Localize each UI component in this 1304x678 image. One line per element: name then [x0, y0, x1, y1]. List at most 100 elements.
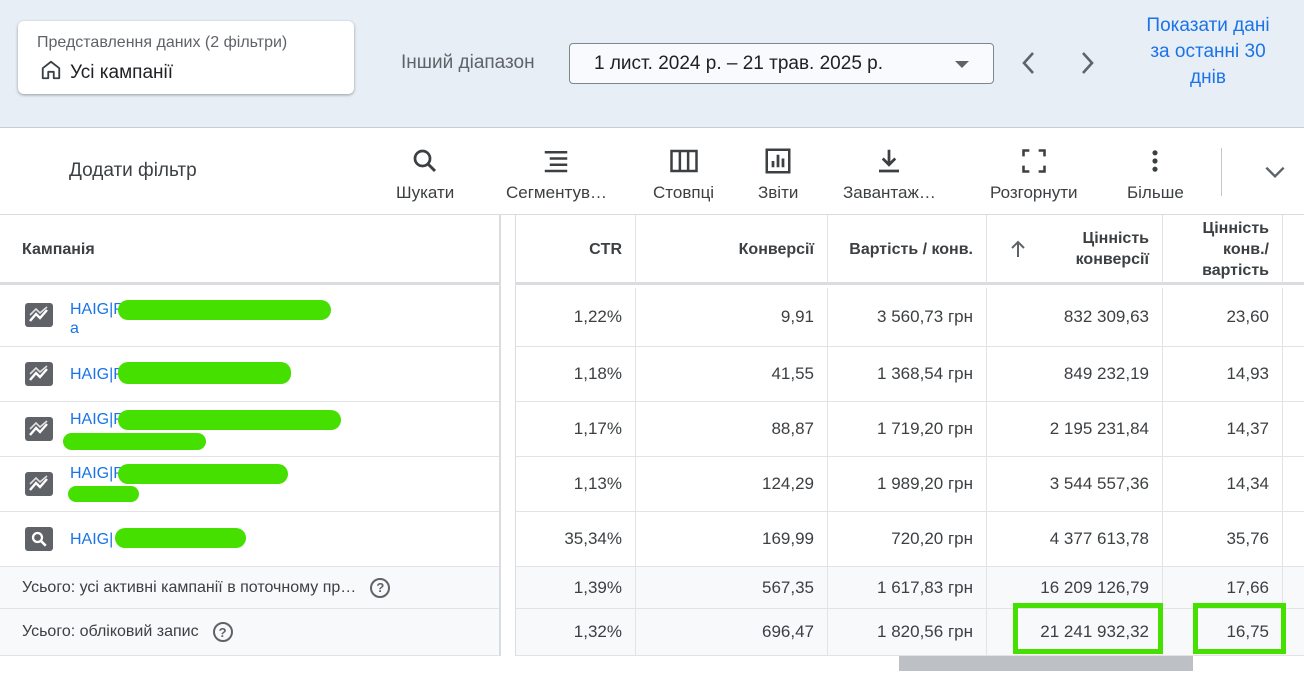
performance-campaign-icon [25, 417, 53, 441]
redaction-mark [115, 528, 246, 548]
header-conversions[interactable]: Конверсії [636, 215, 828, 283]
fullscreen-icon [1018, 145, 1050, 177]
table-toolbar: Додати фільтр Шукати Сегментув… Стовпці … [0, 129, 1304, 215]
date-range-value: 1 лист. 2024 р. – 21 трав. 2025 р. [594, 52, 884, 74]
help-icon[interactable]: ? [212, 622, 233, 642]
cell-conversions: 9,91 [636, 288, 828, 346]
cell-ctr: 1,17% [516, 402, 636, 456]
cell-cost-per-conv: 1 989,20 грн [828, 457, 987, 511]
cell-value-per-cost: 14,93 [1163, 347, 1283, 401]
horizontal-scrollbar[interactable] [899, 656, 1193, 671]
cell-ctr: 1,39% [516, 567, 636, 608]
reports-icon [762, 145, 794, 177]
campaign-name-link[interactable]: HAIG|P [70, 366, 124, 383]
date-range-label: Інший діапазон [401, 52, 535, 73]
table-row: HAIG|P a 1,22% 9,91 3 560,73 грн 832 309… [0, 288, 1304, 347]
chevron-left-icon [1022, 52, 1034, 74]
next-period-button[interactable] [1075, 50, 1099, 76]
cell-conv-value: 4 377 613,78 [987, 512, 1163, 566]
table-row: HAIG|P 1,17% 88,87 1 719,20 грн 2 195 23… [0, 402, 1304, 457]
performance-campaign-icon [25, 362, 53, 386]
redaction-mark [68, 486, 139, 502]
performance-campaign-icon [25, 303, 53, 327]
cell-conversions: 88,87 [636, 402, 828, 456]
header-ctr[interactable]: CTR [516, 215, 636, 283]
more-vert-icon [1139, 145, 1171, 177]
help-icon[interactable]: ? [370, 577, 391, 598]
search-button[interactable]: Шукати [396, 145, 454, 203]
cell-value-per-cost: 23,60 [1163, 288, 1283, 346]
total-row-active-campaigns: Усього: усі активні кампанії в поточному… [0, 567, 1304, 609]
campaign-name-link[interactable]: HAIG|P [70, 411, 124, 428]
cell-conversions: 124,29 [636, 457, 828, 511]
cell-conv-value: 16 209 126,79 [987, 567, 1163, 608]
performance-campaign-icon [25, 472, 53, 496]
cell-cost-per-conv: 3 560,73 грн [828, 288, 987, 346]
top-bar: Представлення даних (2 фільтри) Усі камп… [0, 0, 1304, 128]
cell-ctr: 1,13% [516, 457, 636, 511]
cell-value-per-cost: 17,66 [1163, 567, 1283, 608]
sort-ascending-icon [1009, 239, 1027, 265]
show-last-30-days-link[interactable]: Показати дані за останні 30 днів [1146, 15, 1270, 88]
cell-ctr: 35,34% [516, 512, 636, 566]
previous-period-button[interactable] [1017, 50, 1041, 76]
redaction-mark [118, 362, 291, 384]
cell-conversions: 696,47 [636, 609, 828, 655]
cell-conversions: 41,55 [636, 347, 828, 401]
campaign-name-link[interactable]: HAIG|P [70, 465, 124, 482]
cell-ctr: 1,18% [516, 347, 636, 401]
download-button[interactable]: Завантаж… [843, 145, 936, 203]
cell-conv-value: 3 544 557,36 [987, 457, 1163, 511]
total-active-label: Усього: усі активні кампанії в поточному… [22, 578, 357, 596]
data-view-title: Усі кампанії [70, 62, 174, 83]
more-button[interactable]: Більше [1127, 145, 1184, 203]
table-row: HAIG|P 1,13% 124,29 1 989,20 грн 3 544 5… [0, 457, 1304, 512]
data-view-subtitle: Представлення даних (2 фільтри) [37, 34, 288, 51]
collapse-toolbar-button[interactable] [1262, 159, 1288, 185]
dropdown-caret-icon [955, 61, 969, 68]
cell-conv-value: 2 195 231,84 [987, 402, 1163, 456]
expand-button[interactable]: Розгорнути [990, 145, 1078, 203]
cell-value-per-cost: 14,34 [1163, 457, 1283, 511]
search-icon [409, 145, 441, 177]
home-icon [40, 59, 62, 87]
date-range-picker[interactable]: 1 лист. 2024 р. – 21 трав. 2025 р. [569, 43, 994, 84]
chevron-down-icon [1265, 166, 1285, 179]
campaign-name-link[interactable]: HAIG| [70, 531, 114, 548]
cell-value-per-cost: 35,76 [1163, 512, 1283, 566]
frozen-column-divider [499, 215, 516, 656]
total-row-account: Усього: обліковий запис ? 1,32% 696,47 1… [0, 609, 1304, 656]
download-icon [873, 145, 905, 177]
cell-cost-per-conv: 1 820,56 грн [828, 609, 987, 655]
columns-button[interactable]: Стовпці [653, 145, 714, 203]
search-campaign-icon [25, 527, 53, 551]
add-filter-button[interactable]: Додати фільтр [69, 160, 197, 181]
highlight-box-value-per-cost [1193, 603, 1286, 654]
table-row: HAIG|P 1,18% 41,55 1 368,54 грн 849 232,… [0, 347, 1304, 402]
campaign-name-link[interactable]: HAIG|P a [70, 301, 124, 337]
table-header: Кампанія CTR Конверсії Вартість / конв. … [0, 215, 1304, 285]
cell-conversions: 567,35 [636, 567, 828, 608]
cell-cost-per-conv: 1 719,20 грн [828, 402, 987, 456]
cell-cost-per-conv: 720,20 грн [828, 512, 987, 566]
highlight-box-conv-value [1013, 603, 1163, 654]
redaction-mark [118, 410, 341, 430]
cell-conv-value: 849 232,19 [987, 347, 1163, 401]
cell-cost-per-conv: 1 368,54 грн [828, 347, 987, 401]
header-cost-per-conv[interactable]: Вартість / конв. [828, 215, 987, 283]
segment-icon [540, 145, 572, 177]
header-value-per-cost[interactable]: Цінність конв./ вартість [1163, 215, 1283, 283]
segment-button[interactable]: Сегментув… [506, 145, 607, 203]
redaction-mark [118, 464, 288, 484]
header-conv-value[interactable]: Цінність конверсії [987, 215, 1163, 283]
toolbar-divider [1221, 148, 1222, 196]
total-account-label: Усього: обліковий запис [22, 623, 199, 640]
reports-button[interactable]: Звіти [758, 145, 798, 203]
cell-ctr: 1,32% [516, 609, 636, 655]
data-view-selector[interactable]: Представлення даних (2 фільтри) Усі камп… [18, 21, 354, 94]
redaction-mark [118, 300, 331, 320]
columns-icon [668, 145, 700, 177]
header-campaign[interactable]: Кампанія [0, 215, 500, 283]
cell-conversions: 169,99 [636, 512, 828, 566]
cell-cost-per-conv: 1 617,83 грн [828, 567, 987, 608]
